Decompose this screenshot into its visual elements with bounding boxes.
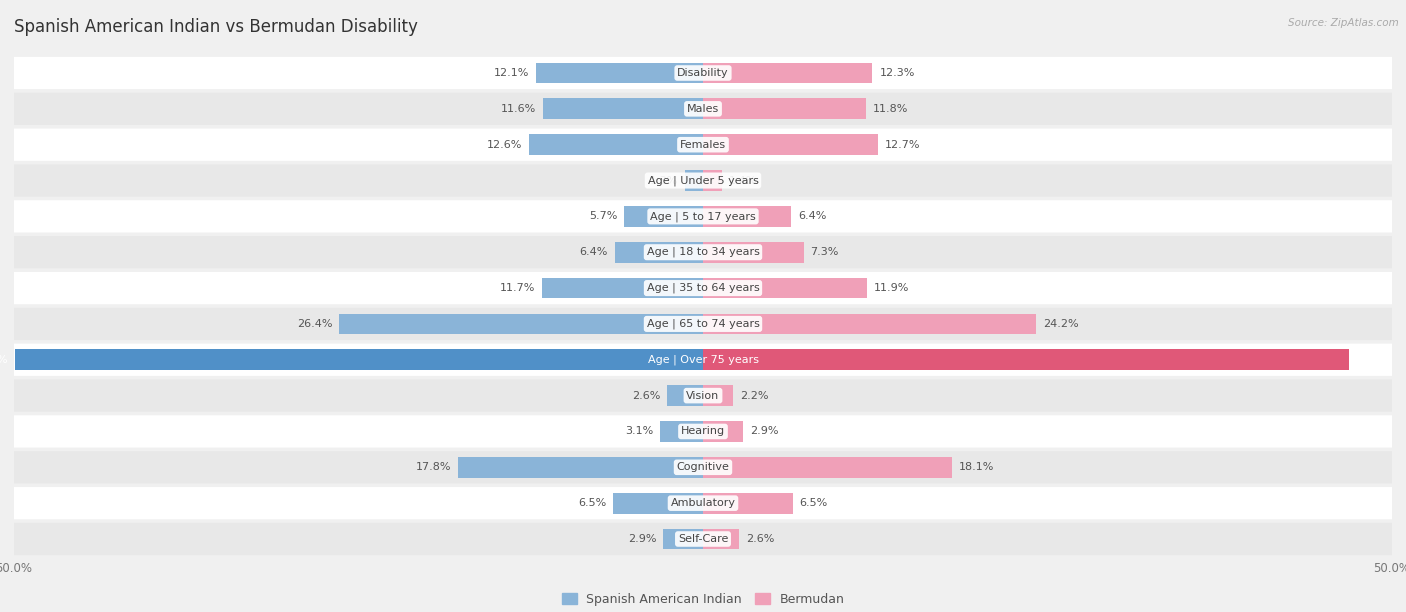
Bar (703, 278, 868, 299)
FancyBboxPatch shape (14, 165, 1392, 196)
Text: Age | Under 5 years: Age | Under 5 years (648, 175, 758, 186)
Text: Spanish American Indian vs Bermudan Disability: Spanish American Indian vs Bermudan Disa… (14, 18, 418, 36)
Text: Self-Care: Self-Care (678, 534, 728, 544)
Bar (685, 170, 703, 191)
Bar (15, 349, 703, 370)
FancyBboxPatch shape (14, 379, 1392, 412)
Bar (339, 313, 703, 334)
Bar (530, 134, 703, 155)
Bar (703, 457, 952, 478)
FancyBboxPatch shape (14, 236, 1392, 268)
Bar (703, 421, 742, 442)
Text: 12.1%: 12.1% (494, 68, 530, 78)
FancyBboxPatch shape (14, 200, 1392, 233)
Bar (703, 170, 723, 191)
Text: Age | 65 to 74 years: Age | 65 to 74 years (647, 319, 759, 329)
Text: 46.9%: 46.9% (1357, 355, 1392, 365)
Bar (624, 206, 703, 227)
FancyBboxPatch shape (14, 416, 1392, 447)
Legend: Spanish American Indian, Bermudan: Spanish American Indian, Bermudan (557, 588, 849, 611)
Text: Cognitive: Cognitive (676, 462, 730, 472)
Text: 11.9%: 11.9% (875, 283, 910, 293)
Text: 1.3%: 1.3% (650, 176, 678, 185)
Text: Males: Males (688, 104, 718, 114)
Bar (703, 62, 873, 83)
Text: 12.3%: 12.3% (879, 68, 915, 78)
Text: 11.6%: 11.6% (501, 104, 536, 114)
Text: 2.6%: 2.6% (631, 390, 661, 401)
Text: 2.6%: 2.6% (745, 534, 775, 544)
Text: 2.2%: 2.2% (740, 390, 769, 401)
FancyBboxPatch shape (14, 92, 1392, 125)
Bar (703, 99, 866, 119)
Bar (661, 421, 703, 442)
Text: Vision: Vision (686, 390, 720, 401)
Text: 6.5%: 6.5% (578, 498, 606, 508)
Text: Age | 5 to 17 years: Age | 5 to 17 years (650, 211, 756, 222)
Text: 6.5%: 6.5% (800, 498, 828, 508)
Text: 24.2%: 24.2% (1043, 319, 1078, 329)
Text: Disability: Disability (678, 68, 728, 78)
Text: Source: ZipAtlas.com: Source: ZipAtlas.com (1288, 18, 1399, 28)
Text: 17.8%: 17.8% (415, 462, 451, 472)
Text: 3.1%: 3.1% (626, 427, 654, 436)
Bar (664, 529, 703, 550)
Bar (703, 493, 793, 513)
FancyBboxPatch shape (14, 308, 1392, 340)
Text: Females: Females (681, 140, 725, 150)
Text: 6.4%: 6.4% (799, 211, 827, 222)
FancyBboxPatch shape (14, 129, 1392, 161)
Text: 12.7%: 12.7% (884, 140, 921, 150)
Text: Hearing: Hearing (681, 427, 725, 436)
Text: 18.1%: 18.1% (959, 462, 994, 472)
FancyBboxPatch shape (14, 451, 1392, 483)
Bar (613, 493, 703, 513)
Text: 11.7%: 11.7% (499, 283, 534, 293)
Text: 26.4%: 26.4% (297, 319, 332, 329)
Text: Age | 35 to 64 years: Age | 35 to 64 years (647, 283, 759, 293)
Text: Age | 18 to 34 years: Age | 18 to 34 years (647, 247, 759, 258)
FancyBboxPatch shape (14, 523, 1392, 555)
Text: Ambulatory: Ambulatory (671, 498, 735, 508)
Text: Age | Over 75 years: Age | Over 75 years (648, 354, 758, 365)
FancyBboxPatch shape (14, 487, 1392, 519)
Bar (703, 134, 877, 155)
Bar (703, 206, 792, 227)
FancyBboxPatch shape (14, 57, 1392, 89)
Text: 6.4%: 6.4% (579, 247, 607, 257)
Text: 11.8%: 11.8% (873, 104, 908, 114)
Text: 5.7%: 5.7% (589, 211, 617, 222)
Bar (458, 457, 703, 478)
Text: 1.4%: 1.4% (730, 176, 758, 185)
Bar (703, 349, 1350, 370)
Bar (536, 62, 703, 83)
Text: 12.6%: 12.6% (486, 140, 523, 150)
Text: 2.9%: 2.9% (627, 534, 657, 544)
Bar (703, 313, 1036, 334)
Bar (614, 242, 703, 263)
Bar (668, 385, 703, 406)
Bar (541, 278, 703, 299)
Bar (703, 385, 734, 406)
Text: 49.9%: 49.9% (0, 355, 8, 365)
FancyBboxPatch shape (14, 272, 1392, 304)
Text: 2.9%: 2.9% (749, 427, 779, 436)
Text: 7.3%: 7.3% (810, 247, 839, 257)
Bar (543, 99, 703, 119)
Bar (703, 529, 738, 550)
Bar (703, 242, 804, 263)
FancyBboxPatch shape (14, 343, 1392, 376)
